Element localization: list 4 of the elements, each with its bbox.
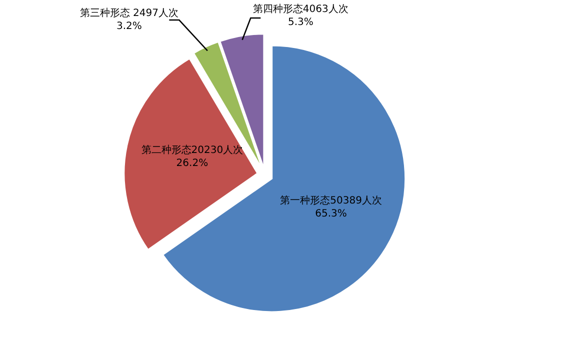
slice-label: 第三种形态 2497人次 (80, 7, 178, 19)
data-label: 5.3% (288, 17, 314, 28)
slice-label: 第四种形态4063人次 (252, 3, 348, 15)
data-label: 3.2% (116, 21, 142, 32)
